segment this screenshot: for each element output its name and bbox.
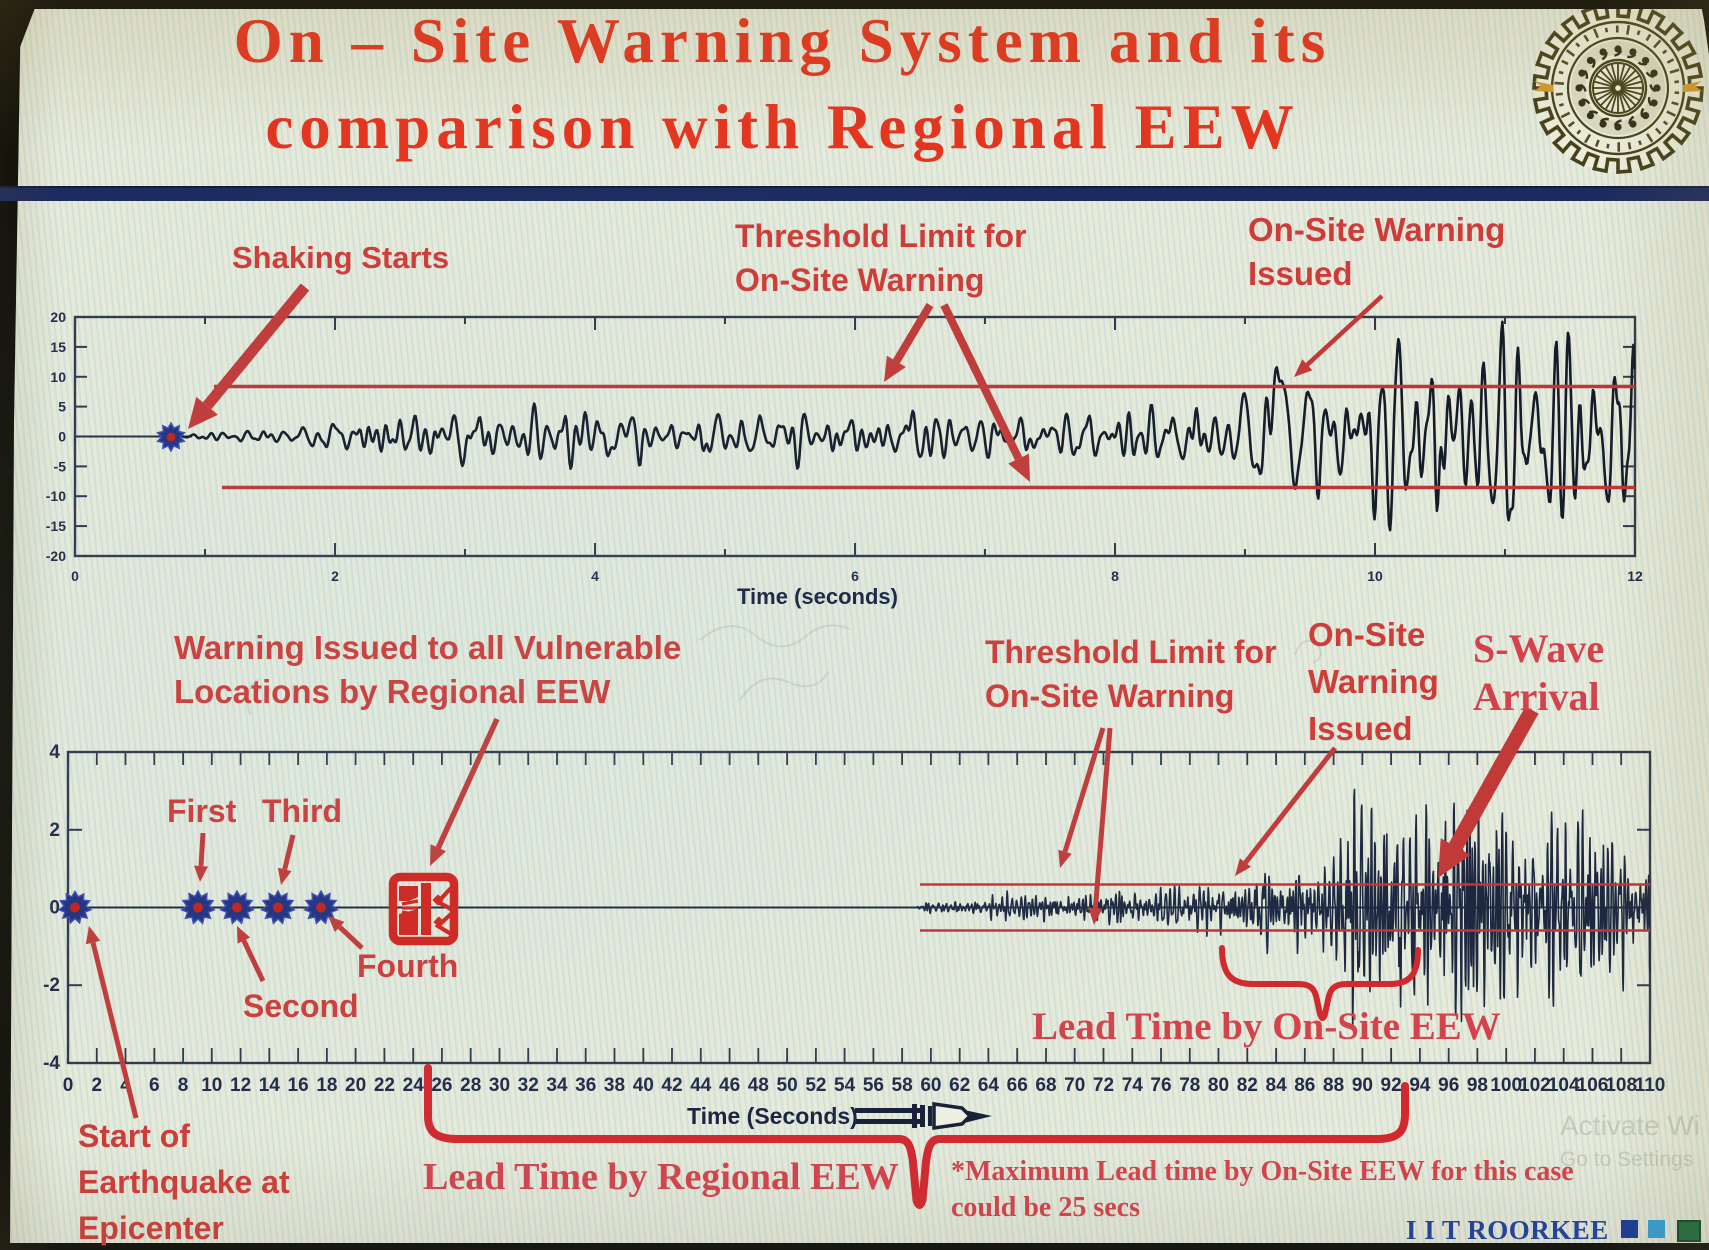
svg-text:106: 106 xyxy=(1577,1075,1609,1096)
svg-text:20: 20 xyxy=(50,309,66,325)
svg-text:58: 58 xyxy=(892,1075,913,1096)
svg-text:72: 72 xyxy=(1093,1075,1114,1096)
svg-text:2: 2 xyxy=(331,568,339,584)
svg-text:100: 100 xyxy=(1490,1075,1522,1096)
svg-text:54: 54 xyxy=(834,1075,856,1096)
svg-text:20: 20 xyxy=(345,1075,366,1096)
svg-text:22: 22 xyxy=(374,1075,395,1096)
svg-text:76: 76 xyxy=(1150,1075,1171,1096)
svg-text:70: 70 xyxy=(1064,1075,1085,1096)
svg-text:8: 8 xyxy=(178,1075,189,1096)
svg-text:94: 94 xyxy=(1409,1075,1431,1096)
svg-text:28: 28 xyxy=(460,1075,481,1096)
svg-text:34: 34 xyxy=(546,1075,568,1096)
svg-text:2: 2 xyxy=(92,1075,103,1096)
svg-text:98: 98 xyxy=(1467,1075,1488,1096)
svg-text:-20: -20 xyxy=(46,548,66,564)
svg-text:-4: -4 xyxy=(43,1053,60,1074)
svg-text:-15: -15 xyxy=(46,518,66,534)
svg-text:74: 74 xyxy=(1122,1075,1144,1096)
svg-text:12: 12 xyxy=(1627,568,1643,584)
svg-text:10: 10 xyxy=(1367,568,1383,584)
svg-text:14: 14 xyxy=(259,1075,281,1096)
svg-text:82: 82 xyxy=(1237,1075,1258,1096)
svg-text:46: 46 xyxy=(719,1075,740,1096)
svg-text:40: 40 xyxy=(633,1075,654,1096)
svg-text:-2: -2 xyxy=(43,975,60,996)
svg-text:8: 8 xyxy=(1111,568,1119,584)
svg-text:16: 16 xyxy=(288,1075,309,1096)
svg-text:88: 88 xyxy=(1323,1075,1344,1096)
svg-text:10: 10 xyxy=(201,1075,222,1096)
svg-text:96: 96 xyxy=(1438,1075,1459,1096)
svg-text:62: 62 xyxy=(949,1075,970,1096)
svg-text:80: 80 xyxy=(1208,1075,1229,1096)
svg-text:0: 0 xyxy=(63,1075,74,1096)
svg-text:64: 64 xyxy=(978,1075,1000,1096)
svg-text:2: 2 xyxy=(49,820,60,841)
svg-text:44: 44 xyxy=(690,1075,712,1096)
svg-text:24: 24 xyxy=(403,1075,425,1096)
svg-text:6: 6 xyxy=(851,568,859,584)
svg-text:0: 0 xyxy=(49,898,60,919)
svg-text:50: 50 xyxy=(777,1075,798,1096)
svg-text:48: 48 xyxy=(748,1075,769,1096)
svg-text:36: 36 xyxy=(575,1075,596,1096)
svg-text:26: 26 xyxy=(431,1075,452,1096)
svg-text:110: 110 xyxy=(1635,1075,1666,1096)
svg-text:102: 102 xyxy=(1519,1075,1551,1096)
svg-text:18: 18 xyxy=(316,1075,337,1096)
svg-text:30: 30 xyxy=(489,1075,510,1096)
svg-text:92: 92 xyxy=(1381,1075,1402,1096)
svg-text:4: 4 xyxy=(591,568,599,584)
svg-text:56: 56 xyxy=(863,1075,884,1096)
svg-text:60: 60 xyxy=(920,1075,941,1096)
svg-text:90: 90 xyxy=(1352,1075,1373,1096)
svg-text:0: 0 xyxy=(71,568,79,584)
svg-text:15: 15 xyxy=(50,339,66,355)
svg-text:68: 68 xyxy=(1035,1075,1056,1096)
svg-text:4: 4 xyxy=(49,742,60,763)
svg-text:78: 78 xyxy=(1179,1075,1200,1096)
svg-text:104: 104 xyxy=(1548,1075,1580,1096)
svg-text:84: 84 xyxy=(1266,1075,1288,1096)
svg-text:86: 86 xyxy=(1294,1075,1315,1096)
svg-text:-5: -5 xyxy=(54,458,67,474)
svg-text:6: 6 xyxy=(149,1075,160,1096)
svg-text:0: 0 xyxy=(58,429,66,445)
svg-text:32: 32 xyxy=(518,1075,539,1096)
svg-text:42: 42 xyxy=(661,1075,682,1096)
svg-text:-10: -10 xyxy=(46,488,66,504)
svg-text:38: 38 xyxy=(604,1075,625,1096)
svg-text:10: 10 xyxy=(50,369,66,385)
svg-text:12: 12 xyxy=(230,1075,251,1096)
svg-text:108: 108 xyxy=(1605,1075,1637,1096)
svg-text:5: 5 xyxy=(58,399,66,415)
svg-text:66: 66 xyxy=(1007,1075,1028,1096)
svg-text:52: 52 xyxy=(805,1075,826,1096)
